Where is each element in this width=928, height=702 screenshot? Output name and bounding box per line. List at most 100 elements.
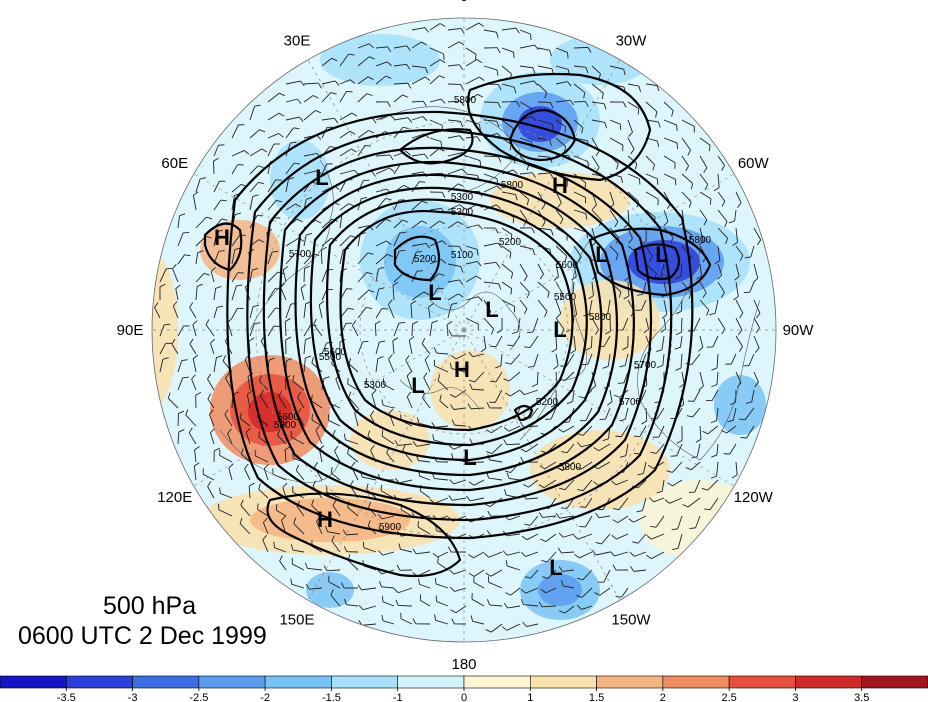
height-contour [633, 243, 681, 281]
colorbar-swatch [795, 675, 863, 689]
lon-label-6: 180 [451, 656, 476, 670]
pressure-centers: L H L L L L H L L H L H L [214, 165, 669, 580]
contour-label: 5300 [451, 207, 474, 218]
height-contours [203, 72, 712, 578]
colorbar-swatch [662, 675, 730, 689]
colorbar-swatch [596, 675, 664, 689]
contour-label: 5700 [619, 397, 642, 408]
height-contour [266, 492, 462, 578]
colorbar-tick-label: -2 [260, 692, 270, 702]
contour-label: 5200 [499, 237, 522, 248]
low-pressure-marker: L [549, 555, 562, 580]
lon-label-8: 120E [157, 489, 192, 506]
contour-label: 5200 [536, 397, 559, 408]
colorbar-tick-label: 1.5 [589, 692, 604, 702]
lon-label-7: 150E [279, 611, 314, 628]
contour-label: 5800 [689, 235, 712, 246]
high-pressure-marker: H [552, 173, 568, 198]
contour-label: 5700 [289, 249, 312, 260]
low-pressure-marker: L [428, 280, 441, 305]
colorbar-swatch [264, 675, 332, 689]
colorbar-tick-label: -3 [128, 692, 138, 702]
colorbar-tick-label: 2.5 [721, 692, 736, 702]
colorbar-tick-label: -1 [393, 692, 403, 702]
colorbar-swatch [132, 675, 200, 689]
lon-label-4: 120W [734, 489, 774, 506]
colorbar-swatch [861, 675, 928, 689]
contour-label: 5800 [589, 312, 612, 323]
height-contour [508, 108, 577, 162]
contour-label: 5300 [451, 192, 474, 203]
low-pressure-marker: L [315, 165, 328, 190]
high-pressure-marker: H [317, 507, 333, 532]
contour-label: 5100 [451, 250, 474, 261]
map-border [151, 17, 777, 643]
title-level: 500 hPa [103, 592, 197, 620]
contour-label: 5300 [364, 380, 387, 391]
height-contour [294, 173, 619, 477]
colorbar-tick-label: 3 [792, 692, 798, 702]
high-pressure-marker: H [454, 357, 470, 382]
polar-map: 5800 5800 5800 5700 5600 5300 5200 5100 5300 5200… [117, 0, 815, 670]
wind-barbs [154, 22, 762, 633]
lon-label-11: 30E [284, 33, 311, 50]
lon-label-5: 150W [611, 611, 651, 628]
low-pressure-marker: L [463, 445, 476, 470]
colorbar-swatch [331, 675, 399, 689]
contour-label: 5500 [319, 352, 342, 363]
colorbar-swatch [198, 675, 266, 689]
contour-label: 5600 [324, 347, 347, 358]
contour-label: 5700 [634, 360, 657, 371]
lon-label-0: 0 [460, 0, 468, 5]
lon-label-3: 90W [783, 322, 815, 339]
height-contour [339, 210, 574, 432]
contour-label: 5800 [559, 462, 582, 473]
height-contour [226, 110, 694, 540]
title-time: 0600 UTC 2 Dec 1999 [18, 622, 267, 650]
contour-label: 5500 [554, 292, 577, 303]
low-pressure-marker: L [553, 317, 566, 342]
high-pressure-marker: H [214, 225, 230, 250]
colorbar-tick-label: 3.5 [854, 692, 869, 702]
colorbar-swatch [463, 675, 531, 689]
lon-label-1: 30W [616, 33, 648, 50]
colorbar-tick-label: 0 [461, 692, 467, 702]
colorbar-swatch [529, 675, 597, 689]
longitude-labels: 0 30W 60W 90W 120W 150W 180 150E 120E 90E 60E 30E [117, 0, 815, 670]
lon-label-9: 90E [117, 322, 144, 339]
height-contour [309, 186, 603, 462]
low-pressure-marker: L [655, 242, 668, 267]
colorbar-swatch [728, 675, 796, 689]
height-contour [326, 198, 588, 447]
contour-label: 5900 [379, 522, 402, 533]
low-pressure-marker: L [485, 297, 498, 322]
contour-label: 5200 [414, 254, 437, 265]
colorbar-swatch [397, 675, 465, 689]
contour-label: 5800 [274, 420, 297, 431]
colorbar-swatch [0, 675, 67, 689]
height-contour [588, 227, 712, 297]
lon-label-10: 60E [161, 155, 188, 172]
height-contour [398, 128, 474, 165]
colorbar-tick-label: -1.5 [322, 692, 341, 702]
contour-label: 5600 [277, 412, 300, 423]
contour-label: 5600 [556, 260, 579, 271]
colorbar-tick-label: 1 [527, 692, 533, 702]
colorbar-tick-label: -2.5 [189, 692, 208, 702]
graticule [152, 18, 776, 642]
colorbar-swatch [65, 675, 133, 689]
colorbar-tick-label: -3.5 [57, 692, 76, 702]
height-contour [203, 222, 243, 272]
height-contour [513, 404, 534, 422]
colorbar-tick-label: 2 [660, 692, 666, 702]
colorbar: -3.5 -3 -2.5 -2 -1.5 -1 0 1 1.5 2 2.5 3 3.5 [0, 675, 928, 702]
lon-label-2: 60W [738, 155, 770, 172]
contour-labels: 5800 5800 5800 5700 5600 5300 5200 5100 5300 5200… [274, 95, 712, 533]
height-contour [393, 235, 441, 282]
contour-label: 5800 [454, 95, 477, 106]
low-pressure-marker: L [411, 373, 424, 398]
low-pressure-marker: L [595, 242, 608, 267]
height-contour [466, 72, 652, 182]
contour-label: 5800 [501, 180, 524, 191]
height-contour [262, 146, 653, 507]
